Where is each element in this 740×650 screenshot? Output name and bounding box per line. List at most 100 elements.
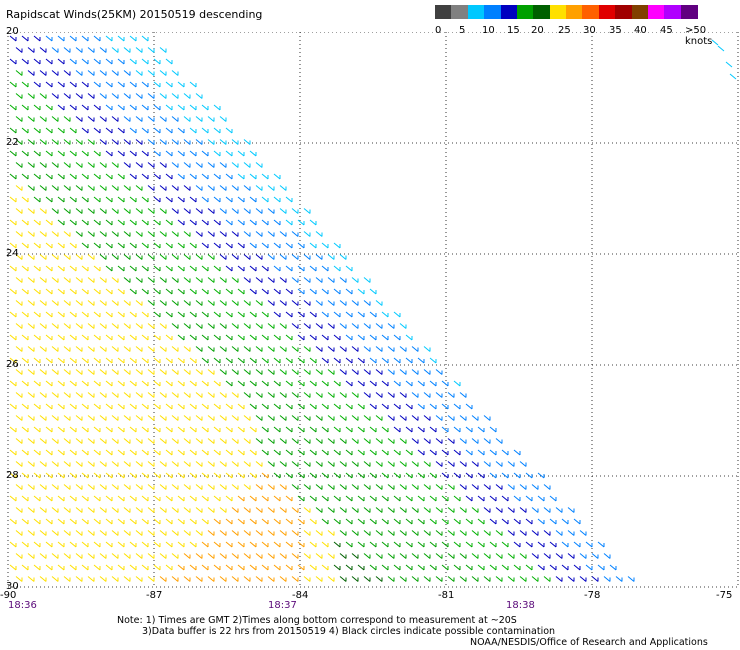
wind-barb — [243, 277, 251, 283]
wind-barb — [165, 426, 173, 433]
wind-barb — [63, 47, 71, 53]
wind-barb — [261, 288, 269, 295]
wind-barb — [303, 277, 311, 283]
wind-barb — [423, 576, 431, 582]
wind-barb — [327, 461, 335, 467]
wind-barb — [255, 438, 263, 444]
wind-barb — [267, 185, 275, 191]
wind-barbs — [9, 35, 737, 582]
wind-barb — [39, 346, 47, 352]
wind-barb — [51, 369, 59, 375]
wind-barb — [171, 576, 179, 582]
wind-barb — [135, 47, 143, 53]
wind-barb — [243, 392, 251, 398]
wind-barb — [309, 518, 317, 525]
wind-barb — [585, 564, 593, 571]
wind-barb — [39, 300, 47, 306]
wind-barb — [339, 300, 347, 306]
wind-barb — [51, 277, 59, 283]
wind-barb — [261, 219, 269, 226]
wind-barb — [231, 300, 239, 306]
wind-barb — [147, 576, 155, 582]
wind-barb — [21, 265, 29, 272]
wind-barb — [207, 507, 215, 513]
wind-barb — [213, 104, 221, 111]
wind-barb — [249, 150, 257, 157]
wind-barb — [33, 357, 41, 364]
wind-barb — [285, 495, 293, 502]
wind-barb — [213, 311, 221, 318]
wind-barb — [471, 530, 479, 536]
wind-barb — [273, 449, 281, 456]
colorbar-segment — [516, 5, 534, 19]
wind-barb — [45, 380, 53, 387]
wind-barb — [351, 392, 359, 398]
wind-barb — [399, 553, 407, 559]
wind-barb — [411, 507, 419, 513]
wind-barb — [225, 219, 233, 226]
wind-barb — [141, 127, 149, 134]
wind-barb — [453, 541, 461, 548]
wind-barb — [129, 265, 137, 272]
wind-barb — [213, 265, 221, 272]
wind-barb — [9, 449, 17, 456]
wind-barb — [87, 415, 95, 421]
wind-barb — [453, 403, 461, 410]
wind-barb — [147, 139, 155, 145]
wind-barb — [327, 369, 335, 375]
wind-barb — [255, 484, 263, 490]
wind-barb — [81, 541, 89, 548]
wind-barb — [51, 576, 59, 582]
wind-barb — [213, 380, 221, 387]
wind-barb — [45, 173, 53, 180]
wind-barb — [117, 196, 125, 203]
wind-barb — [423, 415, 431, 421]
wind-barb — [315, 323, 323, 329]
wind-barb — [297, 472, 305, 479]
wind-barb — [315, 277, 323, 283]
wind-barb — [351, 323, 359, 329]
wind-barb — [183, 530, 191, 536]
wind-barb — [399, 530, 407, 536]
wind-barb — [51, 231, 59, 237]
wind-barb — [375, 346, 383, 352]
wind-barb — [435, 507, 443, 513]
wind-barb — [255, 254, 263, 260]
wind-barb — [477, 564, 485, 571]
wind-barb — [51, 185, 59, 191]
wind-barb — [141, 449, 149, 456]
wind-barb — [315, 507, 323, 513]
wind-barb — [267, 461, 275, 467]
wind-barb — [117, 495, 125, 502]
wind-barb — [579, 576, 587, 582]
wind-barb — [393, 403, 401, 410]
wind-barb — [501, 541, 509, 548]
wind-barb — [129, 150, 137, 157]
wind-barb — [453, 380, 461, 387]
wind-map[interactable] — [0, 31, 740, 592]
wind-barb — [171, 530, 179, 536]
wind-barb — [411, 484, 419, 490]
wind-barb — [189, 219, 197, 226]
wind-barb — [333, 242, 341, 249]
wind-barb — [213, 541, 221, 548]
wind-barb — [393, 357, 401, 364]
wind-barb — [219, 438, 227, 444]
wind-barb — [321, 265, 329, 272]
wind-barb — [261, 495, 269, 502]
wind-barb — [123, 185, 131, 191]
wind-barb — [291, 415, 299, 421]
wind-barb — [9, 403, 17, 410]
wind-barb — [165, 403, 173, 410]
wind-barb — [63, 185, 71, 191]
wind-barb — [303, 484, 311, 490]
wind-barb — [195, 277, 203, 283]
wind-barb — [387, 369, 395, 375]
wind-barb — [261, 265, 269, 272]
wind-barb — [345, 288, 353, 295]
wind-barb — [159, 369, 167, 375]
wind-barb — [339, 369, 347, 375]
wind-barb — [81, 81, 89, 88]
wind-barb — [153, 242, 161, 249]
wind-barb — [201, 127, 209, 134]
